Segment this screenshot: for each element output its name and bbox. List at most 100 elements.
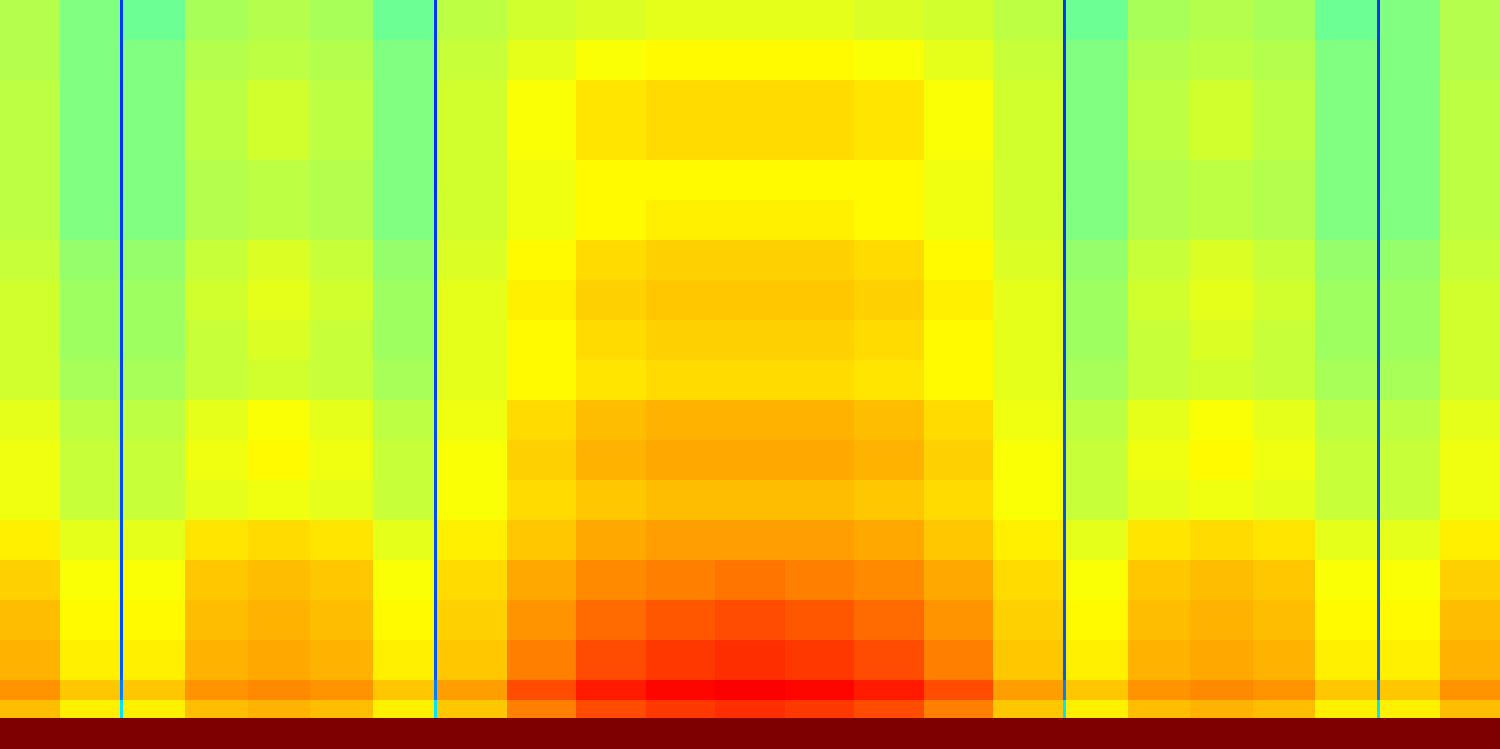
heatmap-cell xyxy=(434,320,437,360)
heatmap-cell xyxy=(1380,718,1440,749)
heatmap-cell xyxy=(1190,700,1253,718)
heatmap-cell xyxy=(310,320,373,360)
heatmap-cell xyxy=(60,680,120,700)
heatmap-cell xyxy=(123,700,185,718)
heatmap-cell xyxy=(1380,700,1440,718)
heatmap-cell xyxy=(434,360,437,400)
heatmap-cell xyxy=(60,560,120,600)
heatmap-cell xyxy=(1377,40,1380,80)
heatmap-cell xyxy=(185,120,248,160)
heatmap-cell xyxy=(854,360,924,400)
heatmap-cell xyxy=(1253,700,1315,718)
heatmap-cell xyxy=(120,640,123,680)
heatmap-cell xyxy=(854,560,924,600)
heatmap-cell xyxy=(1253,120,1315,160)
heatmap-cell xyxy=(854,200,924,240)
heatmap-cell xyxy=(1066,700,1128,718)
heatmap-cell xyxy=(1253,480,1315,520)
heatmap-cell xyxy=(507,160,576,200)
heatmap-cell xyxy=(1440,680,1500,700)
heatmap-cell xyxy=(373,520,434,560)
heatmap-cell xyxy=(785,440,854,480)
heatmap-cell xyxy=(507,80,576,120)
heatmap-cell xyxy=(576,400,646,440)
heatmap-cell xyxy=(60,280,120,320)
heatmap-cell xyxy=(1440,200,1500,240)
heatmap-cell xyxy=(434,40,437,80)
heatmap-cell xyxy=(1377,280,1380,320)
heatmap-cell xyxy=(373,560,434,600)
heatmap-cell xyxy=(1190,120,1253,160)
heatmap-cell xyxy=(1380,280,1440,320)
heatmap-cell xyxy=(248,520,310,560)
heatmap-cell xyxy=(924,160,993,200)
heatmap-cell xyxy=(434,718,437,749)
heatmap-cell xyxy=(437,718,507,749)
heatmap-cell xyxy=(310,200,373,240)
heatmap-cell xyxy=(373,120,434,160)
heatmap-cell xyxy=(1377,700,1380,718)
heatmap-cell xyxy=(248,680,310,700)
heatmap-cell xyxy=(715,120,785,160)
heatmap-cell xyxy=(1253,160,1315,200)
heatmap-cell xyxy=(507,600,576,640)
heatmap-cell xyxy=(1315,640,1377,680)
heatmap-cell xyxy=(123,40,185,80)
heatmap-cell xyxy=(120,560,123,600)
heatmap-cell xyxy=(248,240,310,280)
heatmap-cell xyxy=(373,440,434,480)
heatmap-cell xyxy=(248,640,310,680)
heatmap-cell xyxy=(123,640,185,680)
heatmap-cell xyxy=(507,240,576,280)
heatmap-cell xyxy=(120,200,123,240)
heatmap-cell xyxy=(854,280,924,320)
heatmap-cell xyxy=(373,480,434,520)
heatmap-cell xyxy=(120,360,123,400)
heatmap-cell xyxy=(248,700,310,718)
heatmap-cell xyxy=(437,160,507,200)
heatmap-cell xyxy=(924,440,993,480)
heatmap-cell xyxy=(437,120,507,160)
heatmap-cell xyxy=(576,120,646,160)
heatmap-cell xyxy=(507,560,576,600)
heatmap-cell xyxy=(1440,480,1500,520)
heatmap-cell xyxy=(123,80,185,120)
heatmap-cell xyxy=(924,240,993,280)
heatmap-cell xyxy=(924,200,993,240)
heatmap-cell xyxy=(924,360,993,400)
heatmap-cell xyxy=(646,0,715,40)
heatmap-cell xyxy=(924,0,993,40)
heatmap-cell xyxy=(1440,80,1500,120)
heatmap-cell xyxy=(576,200,646,240)
heatmap-cell xyxy=(185,440,248,480)
heatmap-cell xyxy=(1253,560,1315,600)
heatmap-cell xyxy=(1190,360,1253,400)
heatmap-cell xyxy=(576,0,646,40)
heatmap-cell xyxy=(1440,280,1500,320)
heatmap-cell xyxy=(646,700,715,718)
heatmap-cell xyxy=(785,280,854,320)
heatmap-cell xyxy=(1315,360,1377,400)
heatmap-cell xyxy=(785,600,854,640)
heatmap-cell xyxy=(248,440,310,480)
heatmap-cell xyxy=(0,700,60,718)
heatmap-cell xyxy=(123,120,185,160)
heatmap-cell xyxy=(715,700,785,718)
heatmap-cell xyxy=(993,640,1063,680)
heatmap-cell xyxy=(60,440,120,480)
heatmap-cell xyxy=(1190,440,1253,480)
heatmap-cell xyxy=(1063,520,1066,560)
heatmap-cell xyxy=(1253,520,1315,560)
heatmap-cell xyxy=(576,440,646,480)
heatmap-cell xyxy=(1190,240,1253,280)
heatmap-cell xyxy=(248,280,310,320)
heatmap-cell xyxy=(434,440,437,480)
heatmap-cell xyxy=(1380,320,1440,360)
heatmap-cell xyxy=(993,360,1063,400)
heatmap-cell xyxy=(248,160,310,200)
heatmap-cell xyxy=(120,160,123,200)
heatmap-cell xyxy=(507,700,576,718)
heatmap-cell xyxy=(1315,560,1377,600)
heatmap-cell xyxy=(715,480,785,520)
heatmap-cell xyxy=(785,680,854,700)
